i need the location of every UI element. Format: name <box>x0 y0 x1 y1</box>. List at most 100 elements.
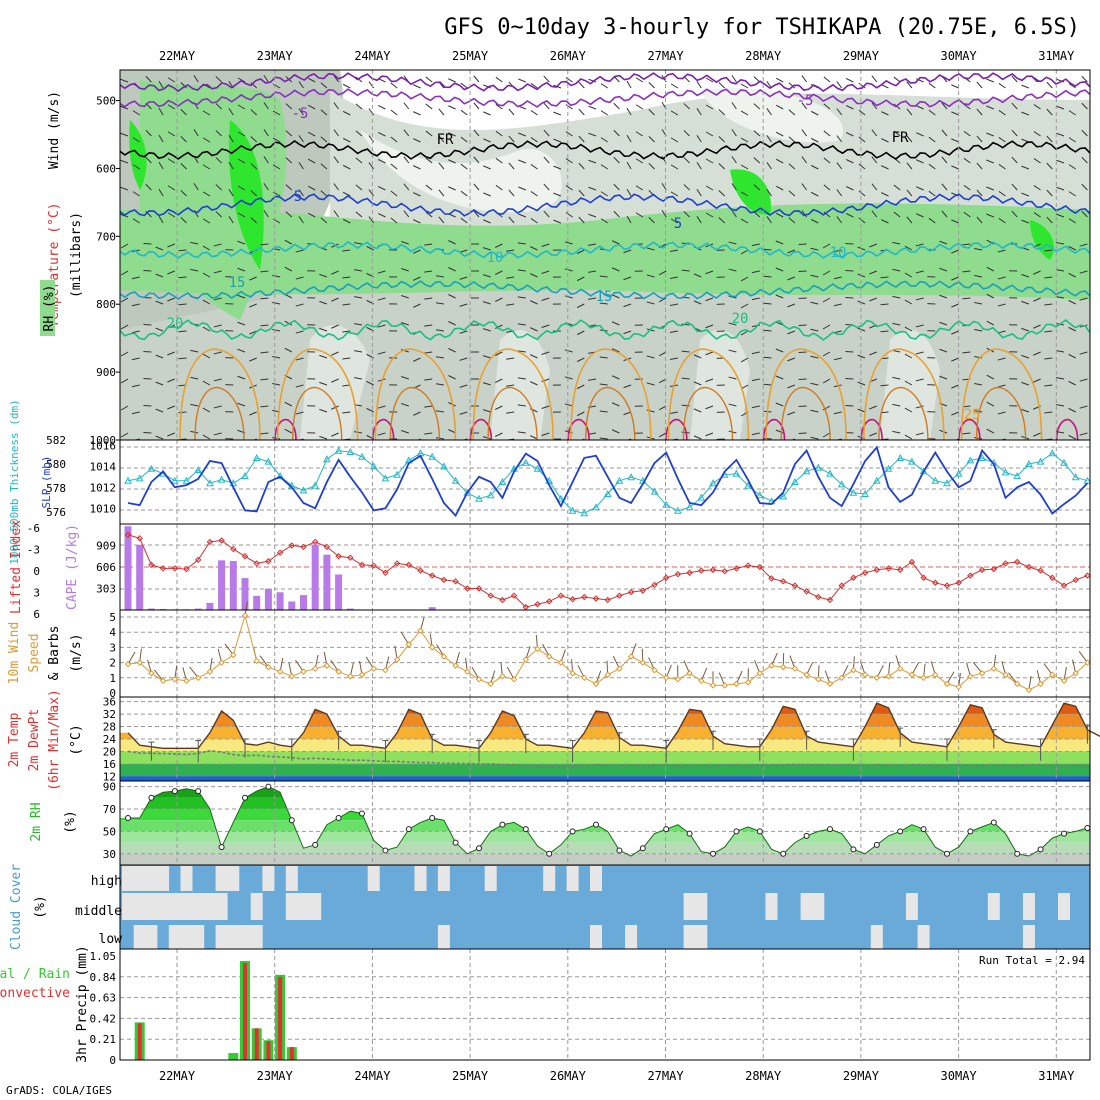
upper-wind-barb <box>775 158 784 164</box>
upper-wind-barb <box>906 108 913 116</box>
cloud-cell <box>917 925 930 949</box>
ylabel-speed: Speed <box>27 633 42 672</box>
upper-wind-barb <box>377 432 386 436</box>
lifted-index-point <box>464 585 471 592</box>
thickness-point <box>674 506 682 514</box>
upper-wind-barb <box>143 323 152 326</box>
cloud-cell <box>285 866 298 891</box>
upper-wind-barb <box>145 183 152 191</box>
isotherm-35 <box>567 418 590 440</box>
wind-speed-point <box>908 671 916 678</box>
upper-wind-barb <box>788 190 796 197</box>
upper-wind-barb <box>588 132 597 137</box>
upper-wind-barb <box>482 382 491 386</box>
upper-wind-barb <box>167 378 175 383</box>
rh2m-point <box>897 828 904 835</box>
isotherm-label: -5 <box>292 106 309 122</box>
upper-wind-barb <box>904 353 913 359</box>
upper-wind-barb <box>939 294 948 299</box>
upper-wind-barb <box>145 75 152 83</box>
upper-wind-barb <box>928 217 936 224</box>
upper-wind-barb <box>448 105 456 110</box>
lifted-index-point <box>955 579 962 586</box>
wind-speed-point <box>990 665 998 672</box>
isotherm-labels: -5 -5 FR FR 5 5 10 10 15 15 20 20 25 <box>167 93 981 423</box>
upper-wind-barb <box>425 157 433 164</box>
cape-bar <box>241 578 249 610</box>
upper-wind-barb <box>1011 183 1018 191</box>
upper-wind-barb <box>1033 158 1041 164</box>
upper-wind-barb <box>1011 129 1018 137</box>
upper-wind-barb <box>693 273 702 278</box>
wind-speed-point <box>581 674 588 682</box>
upper-wind-barb <box>962 297 971 300</box>
upper-wind-barb <box>658 270 667 276</box>
upper-wind-barb <box>823 157 831 164</box>
upper-wind-barb <box>775 77 784 83</box>
ylabel-wind: Wind (m/s) <box>47 91 62 169</box>
rh2m-point <box>990 819 997 826</box>
upper-wind-barb <box>658 297 667 303</box>
upper-wind-barb <box>543 210 550 218</box>
rh2m-point <box>1037 846 1044 853</box>
upper-wind-barb <box>906 162 913 170</box>
upper-wind-barb <box>377 132 386 137</box>
upper-wind-barb <box>1056 132 1065 137</box>
rh2m-point <box>195 788 202 795</box>
upper-wind-barb <box>858 163 866 170</box>
upper-wind-barb <box>473 156 480 164</box>
rh-shade-dark-1 <box>229 120 264 270</box>
upper-wind-barb <box>623 330 632 335</box>
upper-wind-barb <box>319 300 328 305</box>
upper-wind-barb <box>377 270 386 274</box>
upper-wind-barb <box>202 353 211 359</box>
li-tick: -6 <box>27 522 40 535</box>
wind-speed-point <box>1013 680 1021 688</box>
upper-wind-barb <box>298 216 304 224</box>
upper-wind-barb <box>997 384 1006 388</box>
upper-wind-barb <box>1044 249 1053 252</box>
upper-wind-barb <box>928 136 936 143</box>
lifted-index-point <box>358 561 366 569</box>
li-tick: 3 <box>33 587 40 600</box>
upper-wind-barb <box>986 374 995 380</box>
upper-wind-barb <box>158 215 164 224</box>
wind-speed-point <box>428 644 436 651</box>
upper-wind-barb <box>836 216 843 224</box>
upper-wind-barb <box>974 436 983 440</box>
cape-bar <box>335 574 343 610</box>
upper-wind-barb <box>588 270 597 273</box>
upper-wind-barb <box>997 276 1006 280</box>
isotherm-label: -5 <box>797 93 814 109</box>
thickness-point <box>440 462 448 470</box>
upper-wind-barb <box>228 162 234 170</box>
date-label-bottom: 25MAY <box>452 1069 489 1083</box>
upper-wind-barb <box>506 249 515 252</box>
upper-wind-barb <box>576 276 585 282</box>
upper-wind-barb <box>260 270 269 273</box>
upper-wind-barb <box>576 411 585 417</box>
upper-wind-barb <box>131 384 140 388</box>
cloud-cell <box>180 866 193 891</box>
upper-wind-barb <box>295 276 304 280</box>
thickness-point <box>849 488 858 496</box>
cloud-cell <box>122 893 134 920</box>
upper-wind-barb <box>928 163 936 170</box>
upper-wind-barb <box>158 161 164 170</box>
isotherm-35 <box>860 418 883 440</box>
upper-wind-barb <box>132 164 140 170</box>
cloud-cell <box>192 893 205 920</box>
lifted-index-point <box>1037 567 1044 574</box>
ylabel-convective: Convective <box>0 986 70 1001</box>
isotherm-label: 5 <box>294 189 302 205</box>
cape-bar <box>346 608 354 610</box>
upper-wind-barb <box>145 156 152 164</box>
ylabel-total-rain: Total / Rain <box>0 967 70 982</box>
upper-wind-barb <box>541 324 550 328</box>
upper-wind-barb <box>1068 326 1076 332</box>
upper-wind-barb <box>928 190 936 197</box>
thickness-point <box>276 471 284 479</box>
rh2m-point <box>382 847 389 854</box>
lifted-index-point <box>335 553 342 560</box>
upper-wind-barb <box>319 273 328 278</box>
